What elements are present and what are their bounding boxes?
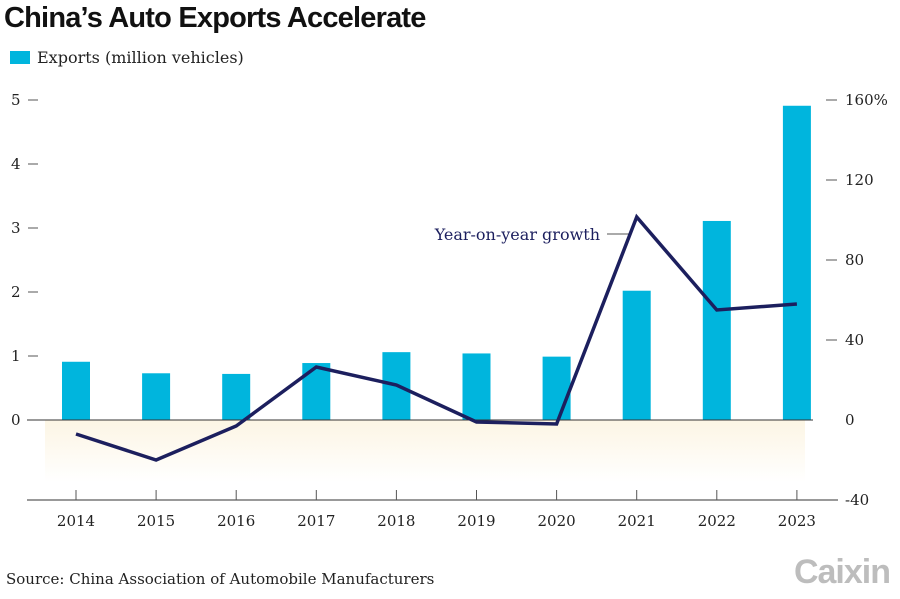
x-tick-label-2022: 2022: [698, 512, 736, 530]
right-tick-label: -40: [845, 491, 869, 509]
x-tick-label-2018: 2018: [377, 512, 415, 530]
right-tick-label: 160%: [845, 91, 888, 109]
left-tick-label: 3: [11, 219, 21, 237]
x-tick-label-2019: 2019: [457, 512, 495, 530]
right-tick-label: 0: [845, 411, 855, 429]
bar-2016: [222, 373, 251, 420]
chart-title: China’s Auto Exports Accelerate: [4, 2, 426, 34]
line-annotation: Year-on-year growth: [434, 225, 600, 244]
right-tick-label: 40: [845, 331, 864, 349]
x-tick-label-2016: 2016: [217, 512, 255, 530]
x-tick-label-2020: 2020: [538, 512, 576, 530]
negative-region: [45, 420, 805, 482]
right-tick-label: 120: [845, 171, 874, 189]
bar-2020: [542, 356, 571, 420]
left-tick-label: 1: [11, 347, 21, 365]
source-note: Source: China Association of Automobile …: [6, 570, 435, 588]
x-tick-label-2015: 2015: [137, 512, 175, 530]
bar-2019: [462, 353, 491, 420]
legend-label-exports: Exports (million vehicles): [37, 48, 244, 67]
bar-2017: [302, 363, 331, 420]
bar-2023: [782, 105, 811, 420]
left-tick-label: 4: [11, 155, 21, 173]
bar-2022: [702, 220, 731, 420]
left-tick-label: 5: [11, 91, 21, 109]
growth-line: [75, 213, 798, 462]
x-tick-label-2023: 2023: [778, 512, 816, 530]
caixin-logo: Caixin: [793, 553, 891, 591]
x-tick-label-2021: 2021: [618, 512, 656, 530]
x-tick-label-2017: 2017: [297, 512, 335, 530]
bar-2014: [62, 361, 90, 420]
legend: Exports (million vehicles): [10, 48, 244, 67]
x-tick-label-2014: 2014: [57, 512, 95, 530]
left-tick-label: 2: [11, 283, 21, 301]
bar-2021: [622, 290, 651, 420]
bar-2015: [142, 373, 171, 420]
legend-swatch-exports: [10, 51, 30, 64]
left-tick-label: 0: [11, 411, 21, 429]
right-tick-label: 80: [845, 251, 864, 269]
